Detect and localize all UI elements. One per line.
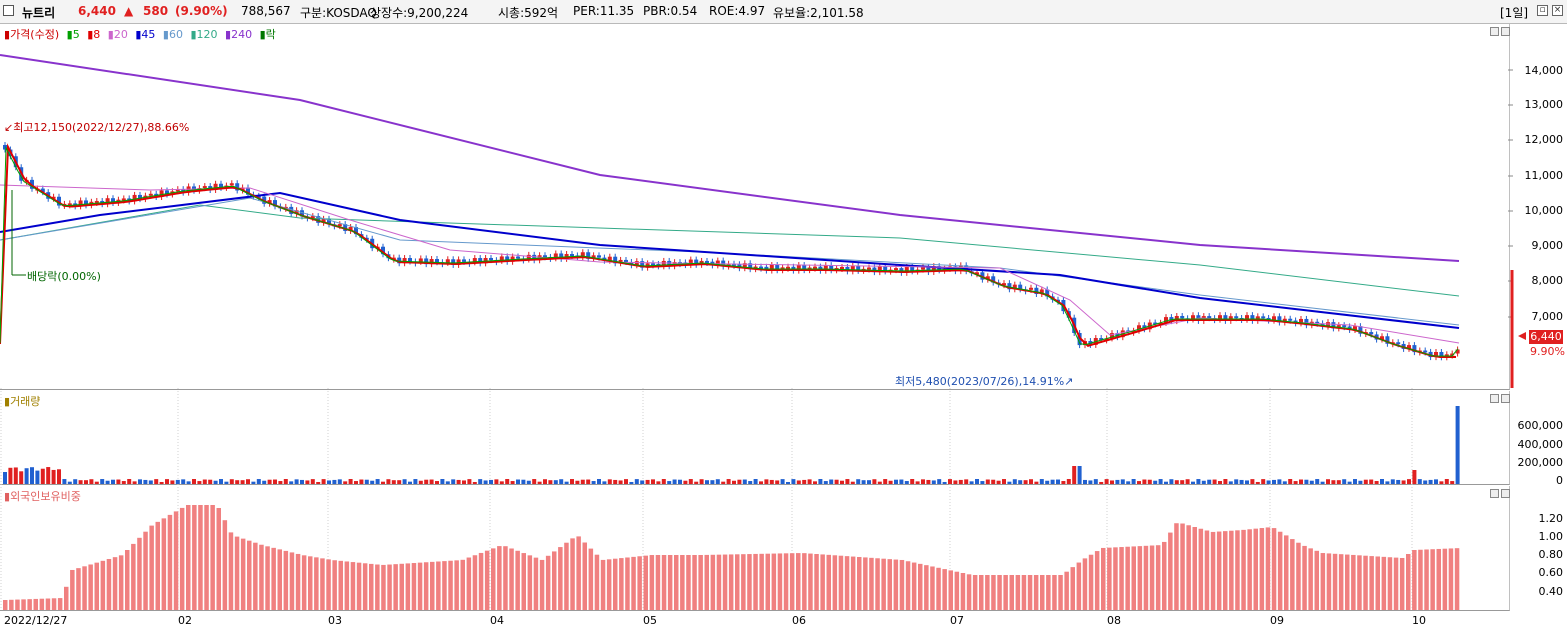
volume-tick: 200,000: [1517, 456, 1564, 469]
close-icon[interactable]: ×: [1552, 5, 1563, 16]
price-tick: 11,000: [1524, 169, 1564, 182]
legend-ma60: ▮60: [162, 28, 183, 41]
panel-settings-icon[interactable]: [1490, 27, 1499, 36]
foreign-legend: ▮외국인보유비중: [4, 490, 81, 503]
legend-ma240: ▮240: [225, 28, 253, 41]
foreign-holding-panel[interactable]: ▮외국인보유비중: [0, 486, 1510, 611]
price-tick: 13,000: [1524, 98, 1564, 111]
price-tick: 12,000: [1524, 133, 1564, 146]
foreign-close-icon[interactable]: [1501, 489, 1510, 498]
stock-info-bar: 뉴트리 6,440 ▲ 580 (9.90%) 788,567 구분:KOSDA…: [0, 0, 1567, 24]
per-value: PER:11.35: [573, 4, 635, 18]
legend-ma20: ▮20: [107, 28, 128, 41]
stock-name[interactable]: 뉴트리: [22, 6, 56, 20]
low-annotation: 최저5,480(2023/07/26),14.91%↗: [895, 375, 1074, 388]
select-checkbox[interactable]: [3, 5, 14, 16]
volume-tick: 400,000: [1517, 438, 1564, 451]
price-change: 580: [143, 4, 169, 18]
volume-tick: 0: [1556, 474, 1563, 487]
ex-dividend-annotation: 배당락(0.00%): [27, 270, 101, 283]
x-tick: 10: [1412, 614, 1426, 627]
x-tick: 2022/12/27: [4, 614, 68, 627]
x-tick: 05: [643, 614, 657, 627]
period-selector[interactable]: [1일]: [1500, 6, 1529, 20]
high-annotation: ↙최고12,150(2022/12/27),88.66%: [4, 121, 190, 134]
up-arrow-icon: ▲: [124, 4, 134, 18]
current-price-tag: 6,440: [1529, 330, 1563, 344]
roe-value: ROE:4.97: [709, 4, 766, 18]
legend-ma8: ▮8: [87, 28, 101, 41]
legend-ma5: ▮5: [66, 28, 80, 41]
reserve-ratio: 유보율:2,101.58: [773, 6, 864, 20]
x-tick: 03: [328, 614, 342, 627]
current-price-pointer: [1518, 332, 1526, 340]
market-cap: 시총:592억: [498, 6, 559, 20]
price-tick: 7,000: [1531, 310, 1564, 323]
x-tick: 06: [792, 614, 806, 627]
panel-close-icon[interactable]: [1501, 27, 1510, 36]
volume-panel[interactable]: ▮거래량: [0, 391, 1510, 485]
price-tick: 9,000: [1531, 239, 1564, 252]
volume-tick: 600,000: [1517, 419, 1564, 432]
trade-volume: 788,567: [241, 4, 291, 18]
price-legend: ▮가격(수정) ▮5 ▮8 ▮20 ▮45 ▮60 ▮120 ▮240 ▮락: [4, 26, 280, 42]
maximize-icon[interactable]: ▫: [1537, 5, 1548, 16]
x-tick: 09: [1270, 614, 1284, 627]
x-tick: 02: [178, 614, 192, 627]
x-tick: 04: [490, 614, 504, 627]
market-type: 구분:KOSDAQ: [300, 6, 377, 20]
foreign-tick: 0.40: [1538, 585, 1564, 598]
foreign-tick: 0.80: [1538, 548, 1564, 561]
price-tick: 14,000: [1524, 64, 1564, 77]
price-tick: 10,000: [1524, 204, 1564, 217]
price-tick: 8,000: [1531, 274, 1564, 287]
volume-close-icon[interactable]: [1501, 394, 1510, 403]
x-tick: 08: [1107, 614, 1121, 627]
legend-ma45: ▮45: [135, 28, 156, 41]
volume-legend: ▮거래량: [4, 395, 41, 408]
volume-settings-icon[interactable]: [1490, 394, 1499, 403]
legend-ma120: ▮120: [190, 28, 218, 41]
legend-ex-dividend: ▮락: [259, 28, 276, 41]
pbr-value: PBR:0.54: [643, 4, 698, 18]
price-change-pct: (9.90%): [175, 4, 228, 18]
listed-shares: 상장수:9,200,224: [370, 6, 469, 20]
legend-price: ▮가격(수정): [4, 28, 60, 41]
current-price: 6,440: [78, 4, 116, 18]
foreign-settings-icon[interactable]: [1490, 489, 1499, 498]
current-pct-tag: 9.90%: [1530, 345, 1565, 358]
x-tick: 07: [950, 614, 964, 627]
price-chart-panel[interactable]: ▮가격(수정) ▮5 ▮8 ▮20 ▮45 ▮60 ▮120 ▮240 ▮락: [0, 24, 1510, 390]
foreign-tick: 1.00: [1538, 530, 1564, 543]
foreign-tick: 1.20: [1538, 512, 1564, 525]
foreign-tick: 0.60: [1538, 566, 1564, 579]
